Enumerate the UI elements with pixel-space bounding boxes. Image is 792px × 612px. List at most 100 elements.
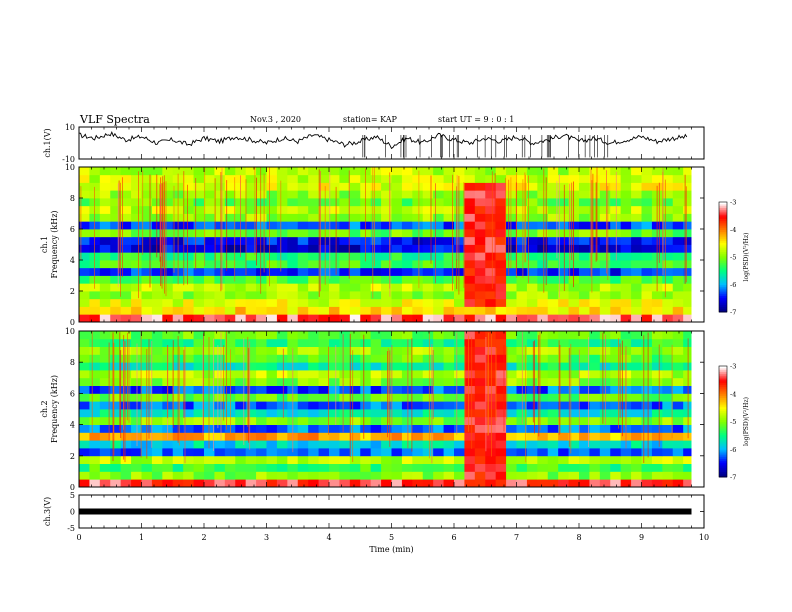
y-axis-label: ch.3(V) — [43, 497, 52, 526]
spectrogram-cell — [276, 385, 288, 394]
spectrogram-cell — [620, 283, 632, 292]
spectrogram-cell — [672, 393, 684, 402]
spectrogram-cell — [474, 182, 486, 191]
spectrogram-cell — [526, 252, 538, 261]
spectrogram-cell — [297, 182, 309, 191]
spectrogram-cell — [110, 236, 122, 245]
spectrogram-cell — [599, 471, 611, 480]
spectrogram-cell — [464, 174, 476, 183]
spectrogram-cell — [224, 229, 236, 238]
spectrogram-cell — [318, 190, 330, 199]
spectrogram-cell — [547, 385, 559, 394]
colorbar-swatch — [719, 464, 727, 467]
spectrogram-cell — [360, 393, 372, 402]
spectrogram-cell — [662, 283, 674, 292]
spectrogram-cell — [79, 306, 90, 315]
spectrogram-cell — [308, 393, 319, 402]
spectrogram-cell — [433, 346, 444, 355]
spectrogram-cell — [506, 479, 517, 488]
spectrogram-cell — [620, 213, 632, 222]
spectrogram-cell — [454, 291, 465, 300]
spectrogram-cell — [245, 354, 257, 363]
spectrogram-cell — [204, 190, 215, 199]
spectrogram-cell — [329, 362, 340, 371]
spectrogram-cell — [474, 229, 486, 238]
spectrogram-cell — [526, 167, 538, 176]
spectrogram-cell — [349, 432, 361, 441]
spectrogram-cell — [401, 362, 413, 371]
spectrogram-cell — [683, 346, 694, 355]
spectrogram-cell — [245, 385, 257, 394]
spectrogram-cell — [151, 275, 163, 284]
spectrogram-cell — [141, 190, 153, 199]
spectrogram-cell — [672, 298, 684, 307]
spectrogram-cell — [183, 362, 194, 371]
spectrogram-cell — [193, 267, 205, 276]
spectrogram-cell — [266, 190, 278, 199]
spectrogram-cell — [506, 416, 517, 425]
spectrogram-cell — [370, 432, 382, 441]
spectrogram-cell — [464, 221, 476, 230]
spectrogram-cell — [579, 385, 590, 394]
colorbar-swatch — [719, 306, 727, 309]
spectrogram-cell — [110, 455, 122, 464]
spectrogram-cell — [651, 377, 663, 386]
spectrogram-cell — [276, 331, 288, 340]
spectrogram-cell — [464, 393, 476, 402]
spectrogram-cell — [558, 354, 569, 363]
spectrogram-cell — [141, 244, 153, 253]
spectrogram-cell — [537, 260, 549, 269]
spectrogram-cell — [662, 338, 674, 347]
spectrogram-cell — [99, 455, 111, 464]
spectrogram-cell — [183, 221, 194, 230]
spectrogram-cell — [162, 291, 174, 300]
spectrogram-cell — [224, 306, 236, 315]
spectrogram-cell — [131, 370, 142, 379]
spectrogram-cell — [547, 267, 559, 276]
spectrogram-cell — [120, 298, 132, 307]
spectrogram-cell — [204, 229, 215, 238]
spectrogram-cell — [391, 440, 403, 449]
spectrogram-cell — [412, 479, 424, 488]
spectrogram-cell — [308, 306, 319, 315]
spectrogram-cell — [256, 213, 267, 222]
spectrogram-cell — [474, 471, 486, 480]
spectrogram-cell — [329, 416, 340, 425]
spectrogram-cell — [547, 479, 559, 488]
spectrogram-cell — [558, 362, 569, 371]
spectrogram-cell — [329, 252, 340, 261]
spectrogram-cell — [214, 229, 226, 238]
spectrogram-cell — [433, 221, 444, 230]
spectrogram-cell — [381, 213, 392, 222]
spectrogram-cell — [433, 377, 444, 386]
spectrogram-cell — [214, 182, 226, 191]
spectrogram-cell — [391, 448, 403, 457]
spectrogram-cell — [287, 198, 299, 207]
colorbar-swatch — [719, 460, 727, 463]
spectrogram-cell — [214, 291, 226, 300]
spectrogram-cell — [287, 275, 299, 284]
spectrogram-cell — [204, 167, 215, 176]
colorbar-swatch — [719, 452, 727, 456]
colorbar-swatch — [719, 436, 727, 439]
spectrogram-cell — [329, 244, 340, 253]
spectrogram-cell — [120, 416, 132, 425]
spectrogram-cell — [443, 385, 455, 394]
spectrogram-cell — [579, 213, 590, 222]
spectrogram-cell — [433, 252, 444, 261]
spectrogram-cell — [224, 267, 236, 276]
spectrogram-cell — [214, 424, 226, 433]
spectrogram-cell — [349, 182, 361, 191]
spectrogram-cell — [266, 432, 278, 441]
spectrogram-cell — [204, 213, 215, 222]
spectrogram-cell — [516, 440, 528, 449]
spectrogram-cell — [151, 236, 163, 245]
colorbar-swatch — [719, 395, 727, 398]
spectrogram-cell — [526, 331, 538, 340]
spectrogram-cell — [214, 471, 226, 480]
spectrogram-cell — [339, 471, 351, 480]
spectrogram-cell — [381, 221, 392, 230]
spectrogram-cell — [412, 174, 424, 183]
spectrogram-cell — [99, 448, 111, 457]
